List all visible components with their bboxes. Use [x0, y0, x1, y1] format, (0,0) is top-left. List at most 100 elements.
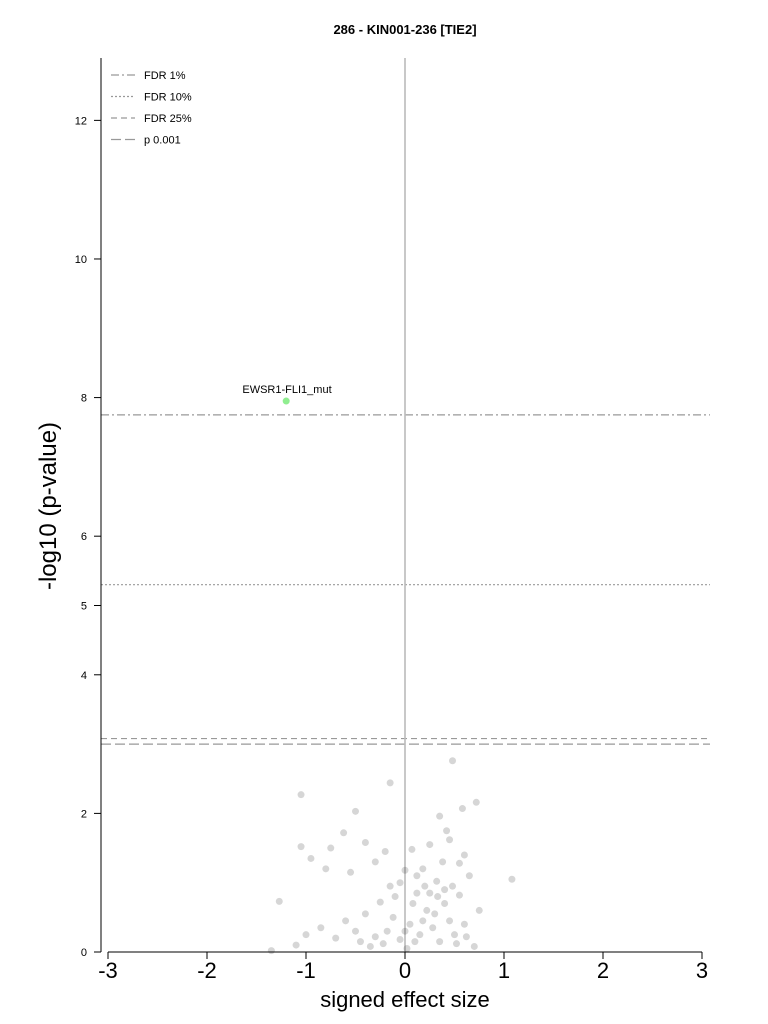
- data-point: [366, 942, 374, 950]
- data-point: [462, 933, 470, 941]
- data-point: [371, 858, 379, 866]
- data-point: [419, 865, 427, 873]
- y-tick-label: 0: [81, 947, 87, 959]
- x-tick-label: -2: [197, 958, 217, 983]
- data-point: [449, 882, 457, 890]
- data-point: [451, 931, 458, 939]
- scatter-points: [267, 757, 516, 955]
- data-point: [275, 897, 283, 905]
- data-point: [416, 931, 424, 939]
- data-point: [403, 945, 411, 953]
- data-point: [470, 942, 478, 950]
- data-point: [356, 938, 364, 946]
- data-point: [302, 931, 310, 939]
- y-tick-label: 4: [81, 670, 87, 682]
- legend-label: FDR 1%: [144, 70, 186, 82]
- legend-label: FDR 25%: [144, 113, 192, 125]
- data-point: [431, 910, 439, 918]
- x-tick-label: 1: [498, 958, 510, 983]
- data-point: [455, 859, 463, 867]
- data-point: [458, 805, 466, 813]
- x-axis-ticks: -3 -2 -1 0 1 2 3: [98, 952, 708, 983]
- legend: FDR 1% FDR 10% FDR 25% p 0.001: [111, 70, 192, 147]
- data-point: [460, 851, 468, 859]
- x-tick-label: -1: [296, 958, 316, 983]
- data-point: [452, 940, 460, 948]
- y-tick-label: 12: [75, 115, 87, 127]
- data-point: [307, 854, 315, 862]
- y-tick-label: 5: [81, 600, 87, 612]
- data-point: [347, 868, 355, 876]
- data-point: [413, 889, 421, 897]
- legend-label: FDR 10%: [144, 92, 192, 104]
- data-point: [386, 779, 394, 787]
- data-point: [322, 865, 330, 873]
- data-point: [472, 798, 480, 806]
- data-point: [408, 845, 416, 853]
- y-tick-label: 6: [81, 531, 87, 543]
- data-point: [413, 872, 421, 880]
- data-point: [460, 920, 468, 928]
- legend-label: p 0.001: [144, 135, 181, 147]
- data-point: [267, 947, 275, 955]
- data-point: [297, 843, 305, 851]
- data-point: [342, 917, 350, 925]
- x-tick-label: 0: [399, 958, 411, 983]
- data-point: [389, 913, 397, 921]
- data-point: [443, 827, 451, 835]
- y-axis-ticks: 0 2 4 5 6 8 10 12: [75, 115, 101, 959]
- data-point: [361, 839, 369, 847]
- data-point: [411, 938, 419, 946]
- data-point: [429, 924, 437, 932]
- y-axis-label: -log10 (p-value): [35, 422, 62, 590]
- data-point: [317, 924, 325, 932]
- data-point: [327, 844, 335, 852]
- chart-title: 286 - KIN001-236 [TIE2]: [333, 22, 476, 37]
- data-point: [383, 927, 391, 935]
- data-point: [439, 858, 447, 866]
- y-tick-label: 10: [75, 254, 87, 266]
- highlight-label: EWSR1-FLI1_mut: [242, 384, 331, 396]
- data-point: [401, 927, 409, 935]
- data-point: [434, 893, 442, 901]
- y-tick-label: 2: [81, 808, 87, 820]
- highlight-point: [282, 397, 290, 405]
- x-axis-label: signed effect size: [320, 987, 490, 1012]
- data-point: [441, 899, 449, 907]
- data-point: [406, 920, 414, 928]
- data-point: [455, 891, 463, 899]
- data-point: [423, 906, 431, 914]
- data-point: [386, 882, 394, 890]
- data-point: [401, 866, 409, 874]
- data-point: [352, 927, 359, 935]
- data-point: [446, 836, 454, 844]
- data-point: [371, 933, 379, 941]
- data-point: [449, 757, 457, 765]
- data-point: [475, 906, 483, 914]
- data-point: [332, 934, 340, 942]
- data-point: [352, 807, 359, 815]
- data-point: [409, 899, 417, 907]
- data-point: [421, 882, 429, 890]
- data-point: [340, 829, 348, 837]
- data-point: [361, 910, 369, 918]
- data-point: [396, 879, 404, 887]
- data-point: [381, 848, 389, 856]
- data-point: [508, 875, 516, 883]
- data-point: [426, 889, 434, 897]
- data-point: [465, 872, 473, 880]
- data-point: [297, 791, 305, 799]
- data-point: [441, 886, 449, 894]
- data-point: [433, 877, 441, 885]
- data-point: [446, 917, 454, 925]
- data-point: [419, 917, 427, 925]
- data-point: [426, 841, 434, 849]
- data-point: [379, 940, 387, 948]
- data-point: [396, 936, 404, 944]
- data-point: [436, 812, 444, 820]
- x-tick-label: 2: [597, 958, 609, 983]
- data-point: [436, 938, 444, 946]
- data-point: [292, 941, 300, 949]
- x-tick-label: 3: [696, 958, 708, 983]
